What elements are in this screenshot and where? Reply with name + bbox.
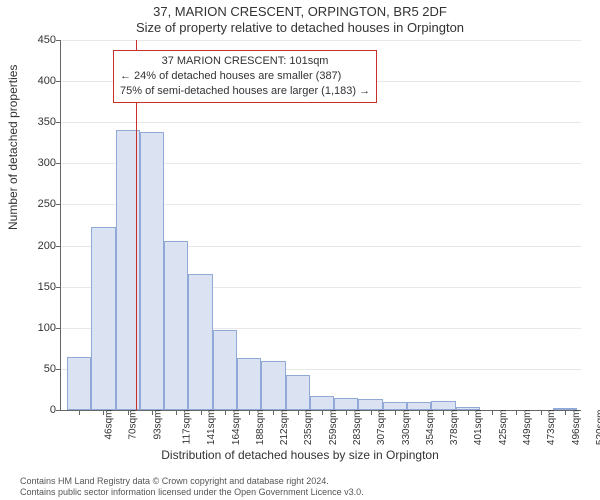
histogram-bar bbox=[140, 132, 164, 410]
ytick-label: 0 bbox=[16, 404, 56, 416]
footer-line-1: Contains HM Land Registry data © Crown c… bbox=[20, 476, 364, 487]
xtick-mark bbox=[565, 410, 566, 415]
ytick-label: 250 bbox=[16, 198, 56, 210]
xtick-label: 70sqm bbox=[128, 410, 139, 440]
xtick-label: 307sqm bbox=[376, 410, 387, 446]
histogram-bar bbox=[91, 227, 115, 410]
ytick-mark bbox=[56, 204, 61, 205]
histogram-bar bbox=[67, 357, 91, 410]
title-line-1: 37, MARION CRESCENT, ORPINGTON, BR5 2DF bbox=[0, 4, 600, 19]
gridline-h bbox=[61, 122, 581, 123]
xtick-label: 354sqm bbox=[425, 410, 436, 446]
annotation-line: ← 24% of detached houses are smaller (38… bbox=[120, 69, 370, 84]
footer-line-2: Contains public sector information licen… bbox=[20, 487, 364, 498]
xtick-label: 496sqm bbox=[571, 410, 582, 446]
ytick-mark bbox=[56, 410, 61, 411]
xtick-label: 330sqm bbox=[401, 410, 412, 446]
ytick-label: 200 bbox=[16, 240, 56, 252]
annotation-line: 37 MARION CRESCENT: 101sqm bbox=[120, 54, 370, 69]
histogram-bar bbox=[164, 241, 188, 410]
ytick-mark bbox=[56, 369, 61, 370]
ytick-mark bbox=[56, 287, 61, 288]
ytick-mark bbox=[56, 40, 61, 41]
xtick-label: 46sqm bbox=[104, 410, 115, 440]
xtick-mark bbox=[298, 410, 299, 415]
ytick-label: 350 bbox=[16, 116, 56, 128]
xtick-mark bbox=[419, 410, 420, 415]
title-line-2: Size of property relative to detached ho… bbox=[0, 20, 600, 35]
xtick-label: 283sqm bbox=[352, 410, 363, 446]
xtick-label: 425sqm bbox=[498, 410, 509, 446]
xtick-label: 93sqm bbox=[152, 410, 163, 440]
ytick-mark bbox=[56, 81, 61, 82]
histogram-bar bbox=[213, 330, 237, 410]
histogram-bar bbox=[188, 274, 212, 410]
xtick-mark bbox=[346, 410, 347, 415]
attribution-footer: Contains HM Land Registry data © Crown c… bbox=[20, 476, 364, 499]
annotation-line: 75% of semi-detached houses are larger (… bbox=[120, 84, 370, 99]
xtick-label: 117sqm bbox=[181, 410, 192, 445]
histogram-bar bbox=[407, 402, 431, 410]
xtick-label: 164sqm bbox=[231, 410, 242, 446]
gridline-h bbox=[61, 40, 581, 41]
xtick-mark bbox=[128, 410, 129, 415]
ytick-label: 400 bbox=[16, 75, 56, 87]
xtick-mark bbox=[395, 410, 396, 415]
xtick-label: 401sqm bbox=[474, 410, 485, 446]
histogram-bar bbox=[237, 358, 261, 410]
xtick-mark bbox=[176, 410, 177, 415]
annotation-box: 37 MARION CRESCENT: 101sqm← 24% of detac… bbox=[113, 50, 377, 103]
histogram-bar bbox=[383, 402, 407, 410]
xtick-mark bbox=[225, 410, 226, 415]
xtick-label: 473sqm bbox=[546, 410, 557, 446]
xtick-label: 212sqm bbox=[279, 410, 290, 446]
histogram-bar bbox=[431, 401, 455, 410]
xtick-mark bbox=[322, 410, 323, 415]
plot-area: 05010015020025030035040045046sqm70sqm93s… bbox=[60, 40, 581, 411]
histogram-bar bbox=[310, 396, 334, 410]
xtick-mark bbox=[273, 410, 274, 415]
xtick-mark bbox=[371, 410, 372, 415]
ytick-mark bbox=[56, 328, 61, 329]
xtick-label: 378sqm bbox=[449, 410, 460, 446]
xtick-mark bbox=[492, 410, 493, 415]
ytick-label: 50 bbox=[16, 363, 56, 375]
xtick-label: 188sqm bbox=[255, 410, 266, 446]
histogram-bar bbox=[261, 361, 285, 410]
xtick-label: 141sqm bbox=[206, 410, 217, 446]
ytick-label: 300 bbox=[16, 157, 56, 169]
xtick-label: 235sqm bbox=[304, 410, 315, 446]
ytick-label: 100 bbox=[16, 322, 56, 334]
xtick-mark bbox=[249, 410, 250, 415]
xtick-mark bbox=[516, 410, 517, 415]
xtick-label: 520sqm bbox=[595, 410, 600, 446]
ytick-mark bbox=[56, 122, 61, 123]
histogram-bar bbox=[334, 398, 358, 410]
xtick-mark bbox=[468, 410, 469, 415]
xtick-mark bbox=[103, 410, 104, 415]
figure-container: 37, MARION CRESCENT, ORPINGTON, BR5 2DF … bbox=[0, 0, 600, 500]
xtick-label: 449sqm bbox=[522, 410, 533, 446]
ytick-mark bbox=[56, 163, 61, 164]
x-axis-label: Distribution of detached houses by size … bbox=[0, 448, 600, 462]
xtick-mark bbox=[152, 410, 153, 415]
xtick-label: 259sqm bbox=[328, 410, 339, 446]
xtick-mark bbox=[201, 410, 202, 415]
xtick-mark bbox=[541, 410, 542, 415]
xtick-mark bbox=[79, 410, 80, 415]
ytick-label: 150 bbox=[16, 281, 56, 293]
histogram-bar bbox=[358, 399, 382, 410]
xtick-mark bbox=[443, 410, 444, 415]
ytick-mark bbox=[56, 246, 61, 247]
histogram-bar bbox=[286, 375, 310, 410]
ytick-label: 450 bbox=[16, 34, 56, 46]
